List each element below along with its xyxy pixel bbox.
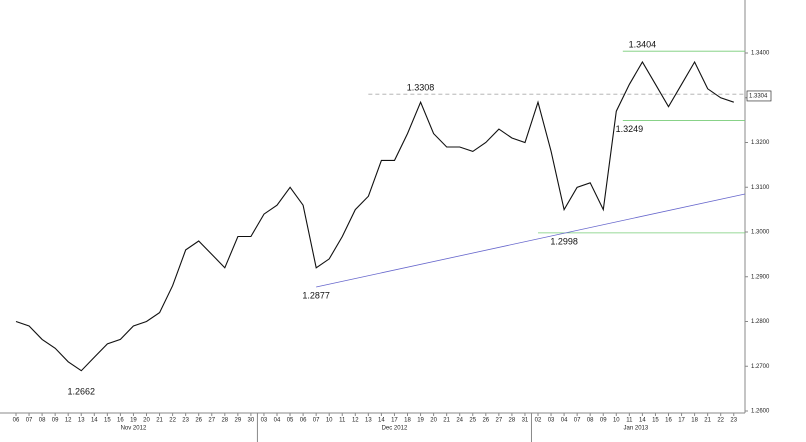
x-tick-label: 27	[496, 418, 503, 424]
annotation: 1.2877	[302, 290, 330, 300]
x-tick-label: 03	[548, 418, 555, 424]
x-tick-label: 12	[65, 418, 72, 424]
x-tick-label: 07	[574, 418, 581, 424]
x-tick-label: 02	[535, 418, 542, 424]
x-tick-label: 21	[156, 418, 163, 424]
month-label: Jan 2013	[624, 426, 649, 432]
x-tick-label: 05	[287, 418, 294, 424]
x-tick-label: 07	[313, 418, 320, 424]
y-tick-label: 1.2600	[751, 409, 770, 415]
x-tick-label: 08	[587, 418, 594, 424]
x-tick-label: 16	[117, 418, 124, 424]
x-tick-label: 19	[417, 418, 424, 424]
trendline	[316, 193, 746, 288]
x-tick-label: 18	[404, 418, 411, 424]
month-label: Dec 2012	[382, 426, 408, 432]
x-tick-label: 23	[182, 418, 189, 424]
x-tick-label: 08	[39, 418, 46, 424]
x-tick-label: 04	[274, 418, 281, 424]
x-tick-label: 15	[652, 418, 659, 424]
x-tick-label: 22	[717, 418, 724, 424]
x-tick-label: 07	[26, 418, 33, 424]
x-tick-label: 14	[639, 418, 646, 424]
x-tick-label: 10	[326, 418, 333, 424]
x-tick-label: 04	[561, 418, 568, 424]
x-tick-label: 13	[365, 418, 372, 424]
x-tick-label: 03	[261, 418, 268, 424]
x-tick-label: 14	[91, 418, 98, 424]
y-tick-label: 1.3100	[751, 185, 770, 191]
x-tick-label: 15	[104, 418, 111, 424]
x-tick-label: 11	[339, 418, 346, 424]
x-tick-label: 18	[691, 418, 698, 424]
x-tick-label: 06	[13, 418, 20, 424]
month-label: Nov 2012	[121, 426, 147, 432]
y-tick-label: 1.3000	[751, 230, 770, 236]
annotation: 1.3308	[407, 83, 435, 93]
x-tick-label: 26	[195, 418, 202, 424]
x-tick-label: 27	[208, 418, 215, 424]
x-tick-label: 17	[678, 418, 685, 424]
y-tick-label: 1.2900	[751, 274, 770, 280]
x-tick-label: 23	[730, 418, 737, 424]
x-tick-label: 06	[300, 418, 307, 424]
x-tick-label: 21	[704, 418, 711, 424]
x-tick-label: 26	[482, 418, 489, 424]
x-tick-label: 24	[456, 418, 463, 424]
y-tick-label: 1.2800	[751, 319, 770, 325]
annotation: 1.2998	[550, 236, 578, 246]
y-tick-label: 1.3200	[751, 140, 770, 146]
x-tick-label: 11	[626, 418, 633, 424]
x-tick-label: 31	[522, 418, 529, 424]
x-tick-label: 09	[600, 418, 607, 424]
annotation: 1.3249	[616, 124, 644, 134]
x-tick-label: 17	[391, 418, 398, 424]
x-tick-label: 10	[613, 418, 620, 424]
x-tick-label: 09	[52, 418, 59, 424]
x-tick-label: 14	[378, 418, 385, 424]
x-tick-label: 12	[352, 418, 359, 424]
x-tick-label: 29	[235, 418, 242, 424]
annotation: 1.3404	[629, 40, 657, 50]
last-price: 1.3304	[749, 94, 768, 100]
x-tick-label: 19	[130, 418, 137, 424]
x-tick-label: 28	[221, 418, 228, 424]
x-tick-label: 22	[169, 418, 176, 424]
y-tick-label: 1.3400	[751, 51, 770, 57]
y-tick-label: 1.2700	[751, 364, 770, 370]
x-tick-label: 20	[143, 418, 150, 424]
x-tick-label: 16	[665, 418, 672, 424]
x-tick-label: 30	[248, 418, 255, 424]
x-tick-label: 21	[443, 418, 450, 424]
price-line	[15, 60, 734, 372]
x-tick-label: 20	[430, 418, 437, 424]
annotation: 1.2662	[67, 387, 95, 397]
last-price-box	[746, 90, 772, 102]
x-tick-label: 25	[469, 418, 476, 424]
x-tick-label: 13	[78, 418, 85, 424]
x-tick-label: 28	[509, 418, 516, 424]
